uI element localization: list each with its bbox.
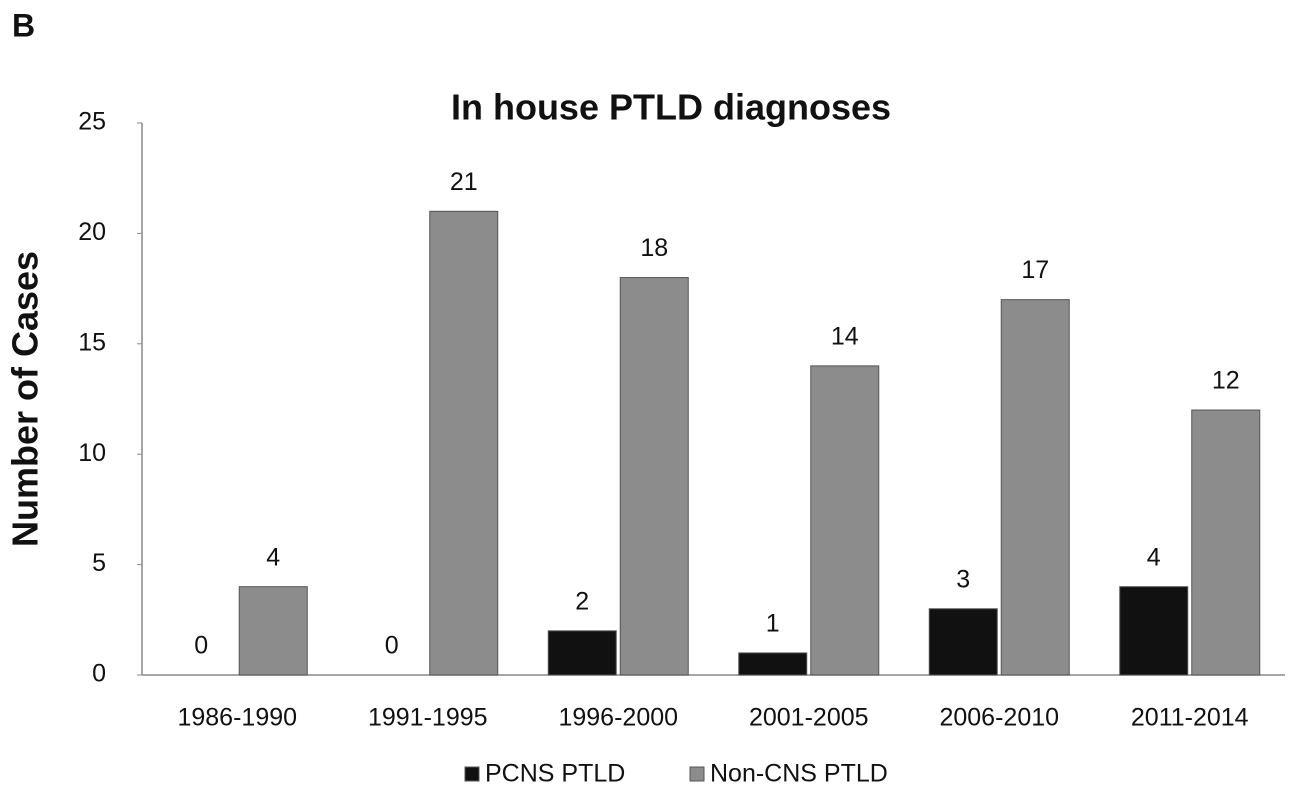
x-tick-label: 2006-2010 [939, 704, 1059, 732]
data-label: 18 [640, 234, 668, 262]
bar [738, 652, 808, 676]
bar [1000, 299, 1070, 676]
data-label: 3 [956, 565, 970, 593]
x-tick-label: 1991-1995 [368, 704, 488, 732]
legend-swatch [689, 766, 705, 782]
panel-label: B [12, 7, 35, 43]
y-tick-label: 0 [92, 660, 106, 688]
bar [1119, 586, 1189, 676]
bar [429, 210, 499, 676]
legend-label: Non-CNS PTLD [710, 760, 888, 788]
y-tick-label: 25 [78, 108, 106, 136]
data-label: 0 [385, 632, 399, 660]
y-tick-label: 15 [78, 328, 106, 356]
legend-swatch [464, 766, 480, 782]
data-label: 4 [266, 543, 280, 571]
data-label: 1 [766, 610, 780, 638]
bar [619, 277, 689, 676]
x-tick-label: 1986-1990 [177, 704, 297, 732]
data-label: 4 [1147, 543, 1161, 571]
legend-label: PCNS PTLD [485, 760, 625, 788]
bar [547, 630, 617, 676]
bar [928, 608, 998, 676]
y-tick-label: 20 [78, 218, 106, 246]
y-tick-label: 5 [92, 549, 106, 577]
bar [238, 586, 308, 676]
data-label: 2 [575, 587, 589, 615]
chart-title: In house PTLD diagnoses [451, 87, 891, 128]
data-label: 14 [831, 322, 859, 350]
bar [810, 365, 880, 676]
data-label: 12 [1212, 367, 1240, 395]
x-tick-label: 2011-2014 [1131, 704, 1249, 732]
data-label: 21 [450, 168, 478, 196]
y-tick-label: 10 [78, 439, 106, 467]
bar [1191, 409, 1261, 676]
data-label: 17 [1021, 256, 1049, 284]
data-label: 0 [194, 632, 208, 660]
x-tick-label: 2001-2005 [749, 704, 869, 732]
x-tick-label: 1996-2000 [558, 704, 678, 732]
y-axis-label: Number of Cases [5, 251, 46, 547]
